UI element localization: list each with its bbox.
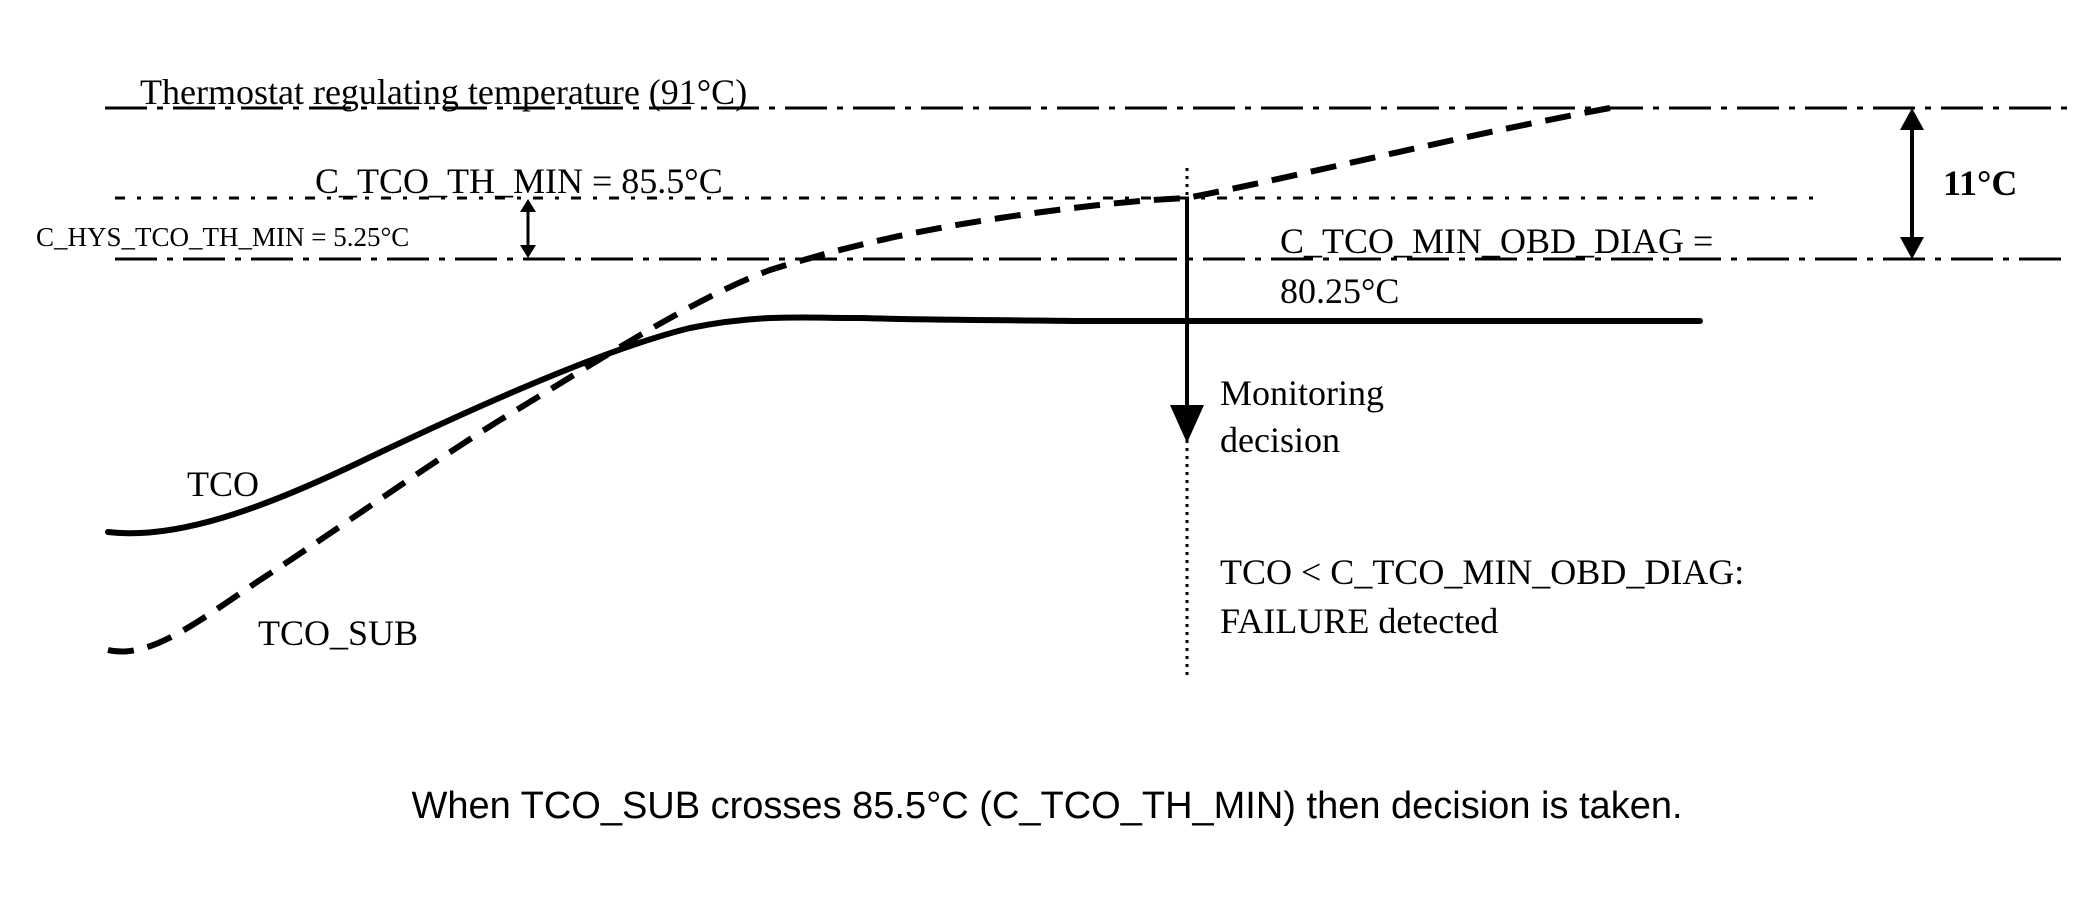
monitoring-decision-line1: Monitoring — [1220, 373, 1384, 413]
obd-diag-label-line1: C_TCO_MIN_OBD_DIAG = — [1280, 221, 1713, 261]
failure-condition-line1: TCO < C_TCO_MIN_OBD_DIAG: — [1220, 552, 1744, 592]
thermostat-temperature-label: Thermostat regulating temperature (91°C) — [140, 72, 747, 112]
monitoring-decision-arrow-head — [1170, 405, 1204, 443]
monitoring-decision-line2: decision — [1220, 420, 1340, 460]
tco-curve — [105, 314, 1703, 537]
hysteresis-label: C_HYS_TCO_TH_MIN = 5.25°C — [36, 222, 409, 252]
th-min-label: C_TCO_TH_MIN = 85.5°C — [315, 161, 723, 201]
hysteresis-arrow-head-up — [520, 199, 536, 212]
tco-sub-label: TCO_SUB — [258, 613, 418, 653]
delta-arrow-head-down — [1900, 237, 1924, 259]
delta-arrow-head-up — [1900, 108, 1924, 130]
delta-temperature-label: 11°C — [1943, 163, 2017, 203]
diagram-caption: When TCO_SUB crosses 85.5°C (C_TCO_TH_MI… — [411, 785, 1682, 827]
obd-diag-label-line2: 80.25°C — [1280, 271, 1399, 311]
hysteresis-arrow-head-down — [520, 245, 536, 258]
failure-condition-line2: FAILURE detected — [1220, 601, 1498, 641]
tco-label: TCO — [187, 464, 259, 504]
tco-sub-curve — [107, 105, 1611, 655]
